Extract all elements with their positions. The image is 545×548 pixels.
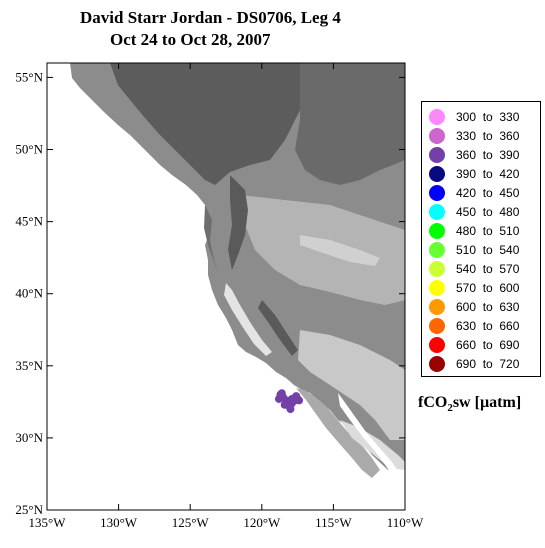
land-coast-range	[204, 205, 218, 275]
legend-swatch	[429, 166, 445, 182]
track-point	[287, 394, 296, 403]
legend-box: 300 to 330 330 to 360 360 to 390 390 to 420…	[421, 101, 541, 377]
track-point	[295, 396, 304, 405]
legend-swatch	[429, 204, 445, 220]
track-point	[274, 394, 283, 403]
legend-row: 600 to 630	[422, 298, 540, 316]
map-title: David Starr Jordan - DS0706, Leg 4	[80, 8, 341, 27]
land-central-valley	[224, 283, 272, 356]
legend-swatch	[429, 337, 445, 353]
track-point	[286, 405, 295, 414]
gulf-of-california	[338, 393, 405, 490]
legend-label: 300 to 330	[456, 110, 520, 124]
legend-row: 420 to 450	[422, 184, 540, 202]
legend-swatch	[429, 109, 445, 125]
legend-swatch	[429, 318, 445, 334]
legend-row: 450 to 480	[422, 203, 540, 221]
legend-label: 330 to 360	[456, 129, 520, 143]
legend-swatch	[429, 356, 445, 372]
legend-label: 450 to 480	[456, 205, 520, 219]
legend-label: 540 to 570	[456, 262, 520, 276]
land-sierra	[258, 300, 298, 356]
legend-swatch	[429, 299, 445, 315]
legend-label: 480 to 510	[456, 224, 520, 238]
lon-tick-label: 120°W	[243, 515, 281, 530]
lat-tick-label: 45°N	[15, 214, 43, 229]
legend-unit-label: fCO2sw [µatm]	[418, 394, 522, 415]
legend-row: 510 to 540	[422, 241, 540, 259]
legend-swatch	[429, 280, 445, 296]
lat-tick-label: 55°N	[15, 69, 43, 84]
legend-row: 540 to 570	[422, 260, 540, 278]
map-subtitle: Oct 24 to Oct 28, 2007	[110, 30, 271, 49]
legend-label: 420 to 450	[456, 186, 520, 200]
lat-tick-label: 25°N	[15, 502, 43, 517]
lon-tick-label: 110°W	[387, 515, 424, 530]
legend-row: 660 to 690	[422, 336, 540, 354]
land-baja	[296, 388, 380, 478]
legend-swatch	[429, 261, 445, 277]
legend-row: 480 to 510	[422, 222, 540, 240]
legend-label: 390 to 420	[456, 167, 520, 181]
legend-label: 660 to 690	[456, 338, 520, 352]
land-snake-plain	[300, 235, 380, 266]
legend-label: 690 to 720	[456, 357, 520, 371]
legend-row: 690 to 720	[422, 355, 540, 373]
lat-tick-label: 35°N	[15, 358, 43, 373]
legend-row: 630 to 660	[422, 317, 540, 335]
legend-swatch	[429, 223, 445, 239]
lon-tick-label: 130°W	[100, 515, 138, 530]
legend-swatch	[429, 185, 445, 201]
land-southwest	[298, 330, 405, 440]
map-frame	[46, 62, 406, 511]
lon-tick-label: 125°W	[172, 515, 210, 530]
legend-label: 630 to 660	[456, 319, 520, 333]
lon-tick-label: 135°W	[29, 515, 67, 530]
legend-label: 360 to 390	[456, 148, 520, 162]
land-relief	[70, 63, 405, 490]
legend-row: 360 to 390	[422, 146, 540, 164]
cruise-track	[274, 389, 304, 414]
legend-swatch	[429, 128, 445, 144]
land-mountains-north	[110, 63, 300, 185]
legend-row: 570 to 600	[422, 279, 540, 297]
lon-tick-label: 115°W	[315, 515, 352, 530]
lat-tick-label: 50°N	[15, 142, 43, 157]
legend-swatch	[429, 242, 445, 258]
land-mountains-east	[295, 63, 405, 185]
land-cascades	[228, 175, 248, 270]
legend-row: 300 to 330	[422, 108, 540, 126]
lat-tick-label: 40°N	[15, 286, 43, 301]
legend-row: 330 to 360	[422, 127, 540, 145]
legend-label: 600 to 630	[456, 300, 520, 314]
legend-label: 510 to 540	[456, 243, 520, 257]
lat-tick-label: 30°N	[15, 430, 43, 445]
legend-swatch	[429, 147, 445, 163]
legend-label: 570 to 600	[456, 281, 520, 295]
legend-row: 390 to 420	[422, 165, 540, 183]
